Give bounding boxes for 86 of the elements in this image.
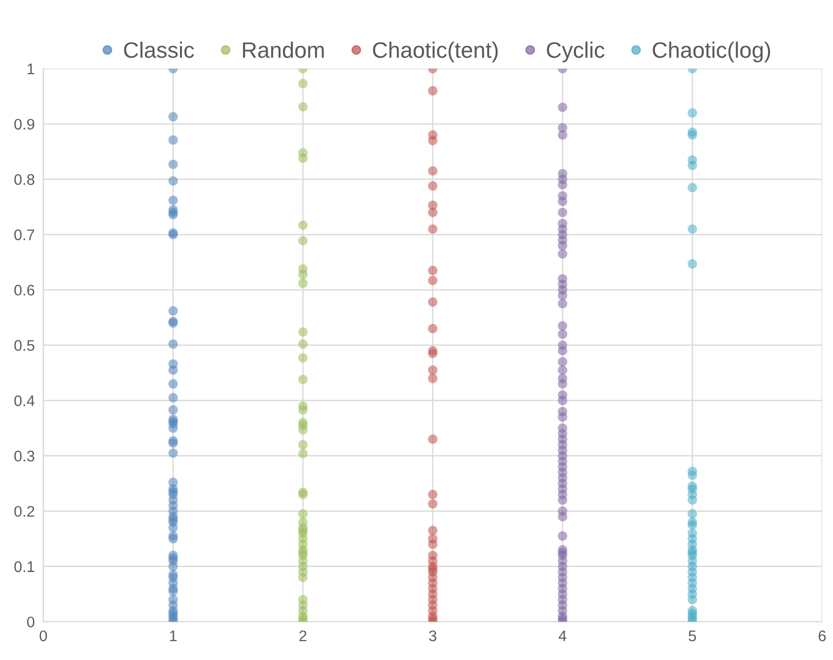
- point: [168, 339, 178, 349]
- x-tick-label: 3: [429, 630, 436, 642]
- x-tick-label: 4: [558, 630, 566, 642]
- point: [688, 509, 698, 519]
- point: [428, 181, 438, 191]
- point: [428, 348, 438, 358]
- point: [428, 324, 438, 334]
- point: [428, 266, 438, 276]
- y-tick-label: 0.3: [14, 450, 34, 462]
- point: [298, 327, 308, 337]
- legend-label: Classic: [124, 42, 194, 58]
- point: [428, 540, 438, 549]
- point: [688, 495, 698, 505]
- legend-label: Chaotic(log): [652, 42, 770, 62]
- y-tick-label: 0.2: [14, 506, 34, 517]
- y-tick-label: 0.4: [14, 395, 35, 406]
- legend-label: Chaotic(tent): [372, 42, 498, 62]
- y-tick-label: 0.5: [14, 340, 34, 351]
- point: [168, 176, 178, 186]
- point: [168, 160, 178, 170]
- point: [298, 353, 308, 363]
- point: [168, 448, 178, 458]
- point: [168, 562, 178, 572]
- point: [298, 572, 308, 582]
- point: [168, 522, 178, 532]
- point: [688, 470, 698, 480]
- y-tick-label: 0.1: [14, 561, 34, 572]
- point: [168, 365, 178, 375]
- point: [168, 405, 178, 415]
- point: [298, 154, 308, 163]
- x-tick-label: 1: [170, 630, 177, 642]
- point: [298, 440, 308, 450]
- point: [298, 278, 308, 288]
- point: [688, 108, 698, 118]
- x-tick-label: 5: [688, 630, 696, 642]
- point: [168, 534, 178, 544]
- point: [298, 236, 308, 246]
- point: [428, 297, 438, 307]
- point: [168, 196, 178, 205]
- point: [428, 208, 438, 218]
- point: [298, 509, 308, 519]
- legend-label: Random: [243, 42, 324, 58]
- point: [688, 182, 698, 192]
- point: [688, 594, 698, 604]
- x-tick-label: 6: [818, 630, 826, 642]
- point: [428, 490, 438, 500]
- point: [168, 379, 178, 389]
- point: [428, 374, 438, 384]
- point: [688, 520, 698, 530]
- y-tick-label: 0.7: [14, 229, 34, 240]
- point: [428, 526, 438, 536]
- point: [168, 586, 178, 596]
- point: [298, 270, 308, 280]
- x-tick-label: 2: [299, 630, 306, 642]
- point: [298, 102, 308, 112]
- point: [688, 224, 698, 234]
- point: [688, 259, 698, 269]
- point: [298, 374, 308, 384]
- point: [168, 423, 178, 433]
- y-tick-label: 0.6: [14, 284, 34, 296]
- point: [428, 365, 438, 375]
- y-tick-label: 0: [27, 616, 34, 628]
- x-tick-label: 0: [40, 630, 47, 642]
- point: [428, 166, 438, 176]
- point: [298, 220, 308, 230]
- point: [428, 434, 438, 444]
- point: [688, 160, 698, 170]
- point: [298, 405, 308, 415]
- point: [168, 135, 178, 145]
- point: [428, 499, 438, 509]
- point: [168, 306, 178, 316]
- point: [298, 425, 308, 435]
- y-tick-label: 1: [28, 64, 34, 74]
- point: [428, 224, 438, 234]
- point: [428, 136, 438, 146]
- legend-label: Cyclic: [546, 42, 604, 62]
- point: [298, 339, 308, 349]
- point: [168, 112, 178, 122]
- point: [168, 393, 178, 402]
- point: [298, 448, 308, 458]
- point: [688, 130, 698, 140]
- y-tick-label: 0.8: [14, 174, 34, 185]
- point: [428, 86, 438, 96]
- point: [428, 276, 438, 286]
- point: [298, 78, 308, 88]
- y-tick-label: 0.9: [14, 118, 34, 130]
